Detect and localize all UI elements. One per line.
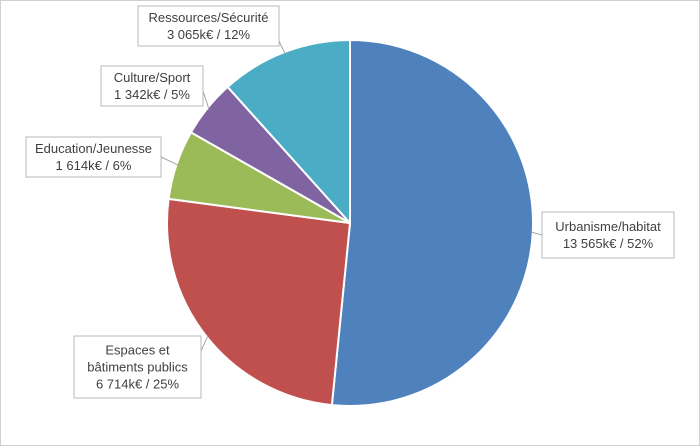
leader-line-ressources-securite (278, 40, 286, 55)
data-label-box (100, 65, 204, 107)
data-label-espaces-et-batiments-publics: Espaces et bâtiments publics 6 714k€ / 25% (73, 335, 202, 399)
data-label-box (73, 335, 202, 399)
leader-line-urbanisme-habitat (530, 231, 543, 236)
data-label-line: 6 714k€ / 25% (96, 377, 180, 392)
pie-slice-espaces-et-batiments-publics (166, 197, 352, 407)
data-label-line: 1 342k€ / 5% (114, 87, 190, 102)
data-label-line: Espaces et (105, 343, 170, 358)
data-label-ressources-securite: Ressources/Sécurité 3 065k€ / 12% (137, 5, 280, 47)
data-label-box (137, 5, 280, 47)
data-label-line: Urbanisme/habitat (555, 219, 661, 234)
leader-lines (160, 40, 543, 352)
data-label-box (25, 136, 162, 178)
data-labels: Urbanisme/habitat 13 565k€ / 52% Espaces e… (25, 5, 675, 399)
data-label-line: 3 065k€ / 12% (167, 27, 251, 42)
data-label-line: bâtiments publics (87, 360, 188, 375)
data-label-line: Education/Jeunesse (35, 141, 152, 156)
data-label-box (541, 211, 675, 259)
leader-line-education-jeunesse (160, 156, 179, 166)
data-label-line: Ressources/Sécurité (149, 10, 269, 25)
data-label-line: 1 614k€ / 6% (56, 158, 132, 173)
leader-line-espaces-et-batiments-publics (200, 335, 209, 352)
data-label-line: Culture/Sport (114, 70, 191, 85)
data-label-culture-sport: Culture/Sport 1 342k€ / 5% (100, 65, 204, 107)
data-label-education-jeunesse: Education/Jeunesse 1 614k€ / 6% (25, 136, 162, 178)
pie-slice-urbanisme-habitat (330, 38, 534, 407)
leader-line-culture-sport (202, 90, 210, 110)
data-label-line: 13 565k€ / 52% (563, 236, 654, 251)
pie-slices (166, 38, 534, 407)
data-label-urbanisme-habitat: Urbanisme/habitat 13 565k€ / 52% (541, 211, 675, 259)
